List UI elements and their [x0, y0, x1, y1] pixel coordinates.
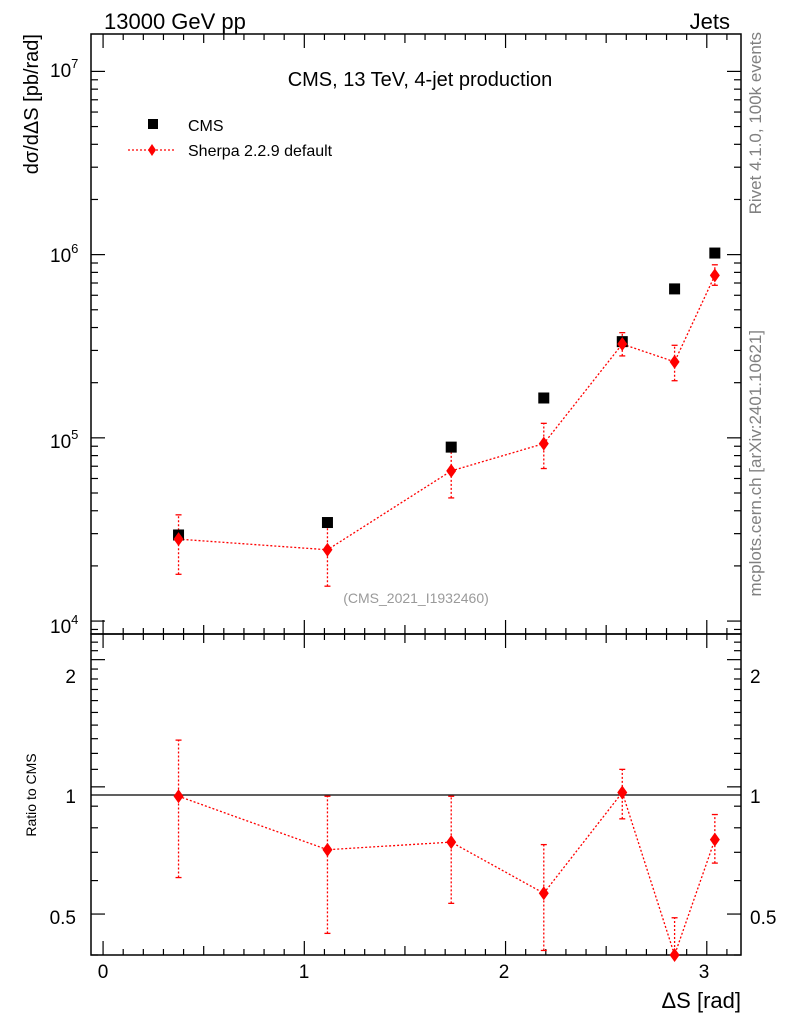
ratio-series-line	[178, 791, 716, 958]
ratio-data-point	[617, 785, 628, 800]
header-right-label: Jets	[690, 9, 730, 34]
main-ytick-label: 106	[50, 241, 78, 267]
ratio-ytick-label-right: 1	[750, 787, 761, 808]
mc-data-point	[322, 542, 333, 557]
mc-data-point	[538, 436, 549, 451]
axis-ticks	[91, 34, 741, 956]
ratio-data-point	[446, 835, 457, 850]
mc-data-point	[669, 354, 680, 369]
side-text-mcplots: mcplots.cern.ch [arXiv:2401.10621]	[746, 330, 765, 596]
ratio-data-point	[173, 789, 184, 804]
main-y-axis-label: dσ/dΔS [pb/rad]	[21, 34, 43, 174]
legend-data-marker	[148, 119, 158, 129]
ratio-panel-marks	[173, 739, 720, 962]
ratio-data-point	[669, 948, 680, 962]
x-axis-label: ΔS [rad]	[661, 988, 741, 1013]
xtick-label: 0	[98, 962, 109, 983]
ratio-ytick-label: 1	[65, 787, 76, 808]
main-panel-marks	[173, 247, 721, 587]
xtick-label: 1	[299, 962, 310, 983]
ratio-ytick-label-right: 2	[750, 667, 761, 688]
ratio-data-point	[709, 832, 720, 847]
legend-data-label: CMS	[188, 118, 224, 135]
cms-data-point	[669, 283, 681, 295]
ratio-ytick-label-right: 0.5	[750, 908, 776, 929]
cms-data-point	[538, 392, 550, 404]
xtick-label: 3	[699, 962, 710, 983]
ratio-y-axis-label: Ratio to CMS	[23, 753, 39, 836]
ratio-data-point	[322, 842, 333, 857]
legend-mc-marker	[148, 144, 156, 156]
main-ytick-label: 105	[50, 427, 78, 453]
side-text-rivet: Rivet 4.1.0, 100k events	[746, 32, 765, 214]
analysis-watermark: (CMS_2021_I1932460)	[343, 590, 489, 606]
mc-data-point	[709, 268, 720, 283]
main-ytick-label: 104	[50, 612, 78, 638]
cms-data-point	[445, 441, 457, 453]
header-left-label: 13000 GeV pp	[104, 9, 246, 34]
mc-data-point	[617, 337, 628, 352]
legend-mc-label: Sherpa 2.2.9 default	[188, 143, 333, 160]
xtick-label: 2	[499, 962, 510, 983]
mc-series-line	[178, 275, 716, 551]
ratio-ytick-label: 0.5	[50, 908, 76, 929]
cms-data-point	[709, 247, 721, 259]
cms-data-point	[321, 517, 333, 529]
plot-title: CMS, 13 TeV, 4-jet production	[288, 69, 553, 91]
main-ytick-label: 107	[50, 56, 78, 82]
mc-data-point	[446, 463, 457, 478]
ratio-ytick-label: 2	[65, 667, 76, 688]
ratio-data-point	[538, 886, 549, 901]
mc-data-point	[173, 532, 184, 547]
